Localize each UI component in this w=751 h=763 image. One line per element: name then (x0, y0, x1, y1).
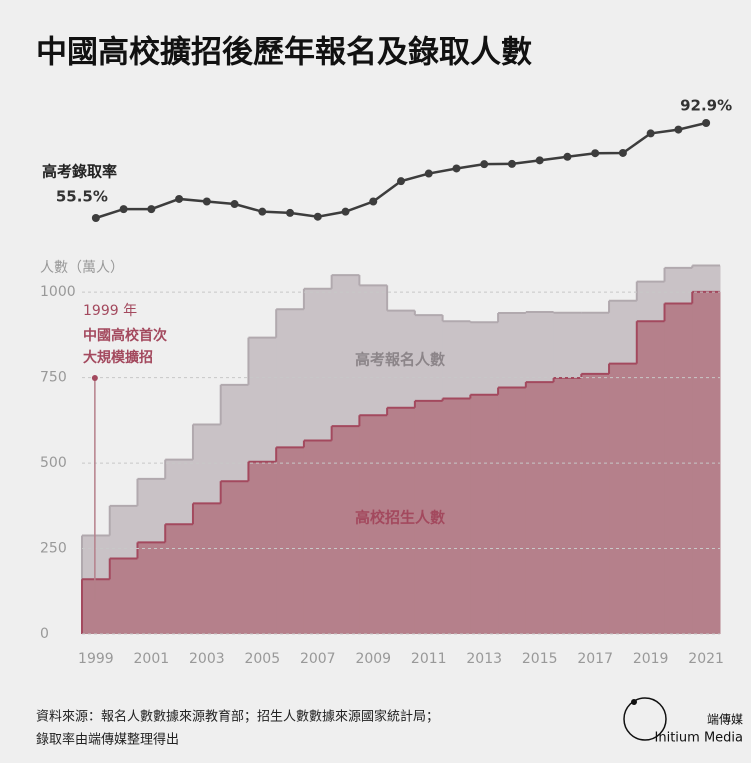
rate-dot (646, 129, 655, 138)
step-bar (498, 387, 527, 634)
x-tick-label: 2009 (355, 651, 391, 667)
rate-dot (702, 119, 711, 127)
value-label: 55.5% (56, 188, 108, 206)
rate-dot (591, 149, 600, 158)
rate-dot (91, 214, 100, 222)
x-tick-label: 2019 (633, 651, 669, 667)
value-label: 92.9% (680, 97, 732, 115)
rate-dot (507, 159, 516, 168)
rate-dot (258, 207, 267, 216)
x-tick-label: 1999 (78, 651, 114, 667)
brand-en: Initium Media (655, 731, 743, 746)
step-bar (581, 373, 610, 634)
series-label: 高校招生人數 (355, 509, 445, 527)
step-bar (165, 524, 194, 634)
rate-dot (341, 207, 350, 216)
step-bar (636, 321, 666, 634)
step-bar (664, 303, 693, 634)
rate-dot (480, 160, 489, 169)
x-tick-label: 2007 (300, 651, 336, 667)
source: 錄取率由端傳媒整理得出 (36, 732, 179, 748)
source: 資料來源：報名人數數據來源教育部；招生人數數據來源國家統計局； (36, 709, 439, 725)
logo (623, 697, 667, 741)
rate-dot (535, 156, 544, 165)
x-tick-label: 2001 (134, 651, 170, 667)
rate-dot (674, 125, 683, 134)
step-bar (276, 447, 305, 634)
rate-dot (424, 169, 433, 178)
rate-dot (369, 197, 378, 206)
step-bar (525, 382, 555, 634)
y-tick-label: 500 (40, 455, 67, 471)
step-bar (192, 503, 222, 634)
step-bar (414, 400, 444, 634)
step-bar (220, 481, 249, 634)
x-tick-label: 2013 (466, 651, 502, 667)
rate-label: 高考錄取率 (42, 163, 117, 181)
step-bar (470, 394, 499, 634)
x-tick-label: 2021 (688, 651, 724, 667)
rate-dot (618, 148, 627, 157)
step-bar (359, 415, 388, 634)
brand-name: 端傳媒 (707, 713, 743, 727)
x-tick-label: 2015 (522, 651, 558, 667)
x-tick-label: 2017 (577, 651, 613, 667)
rate-line (95, 121, 707, 220)
step-bar (303, 440, 333, 634)
chart-title: 中國高校擴招後歷年報名及錄取人數 (36, 35, 532, 71)
annotation-dot (91, 375, 98, 381)
x-tick-label: 2003 (189, 651, 225, 667)
series-label: 高考報名人數 (355, 351, 445, 369)
y-tick-label: 750 (40, 370, 67, 386)
step-bar (109, 558, 138, 634)
y-tick-label: 0 (40, 626, 49, 642)
rate-dot (397, 177, 405, 186)
y-tick-label: 1000 (40, 284, 76, 300)
step-bar (553, 377, 582, 634)
y-tick-label: 250 (40, 541, 67, 557)
rate-dot (563, 152, 572, 161)
x-tick-label: 2005 (244, 651, 280, 667)
y-axis-label: 人數（萬人） (40, 260, 124, 276)
step-bar (248, 461, 277, 634)
step-bar (442, 398, 471, 634)
step-bar (82, 579, 111, 634)
step-bar (331, 426, 360, 634)
rate-dot (147, 205, 156, 214)
logo-dot (631, 699, 637, 705)
rate-dot (452, 164, 461, 173)
step-bar (609, 363, 638, 634)
rate-dot (202, 197, 211, 206)
rate-dot (313, 212, 322, 221)
annotation: 大規模擴招 (83, 349, 153, 366)
rate-dot (175, 194, 184, 203)
rate-dot (119, 205, 128, 214)
annotation: 1999 年 (83, 303, 137, 319)
rate-dot (230, 200, 239, 209)
step-bar (137, 542, 166, 634)
step-bar (387, 407, 416, 634)
x-tick-label: 2011 (411, 651, 447, 667)
annotation: 中國高校首次 (83, 327, 167, 344)
rate-dot (286, 208, 295, 217)
